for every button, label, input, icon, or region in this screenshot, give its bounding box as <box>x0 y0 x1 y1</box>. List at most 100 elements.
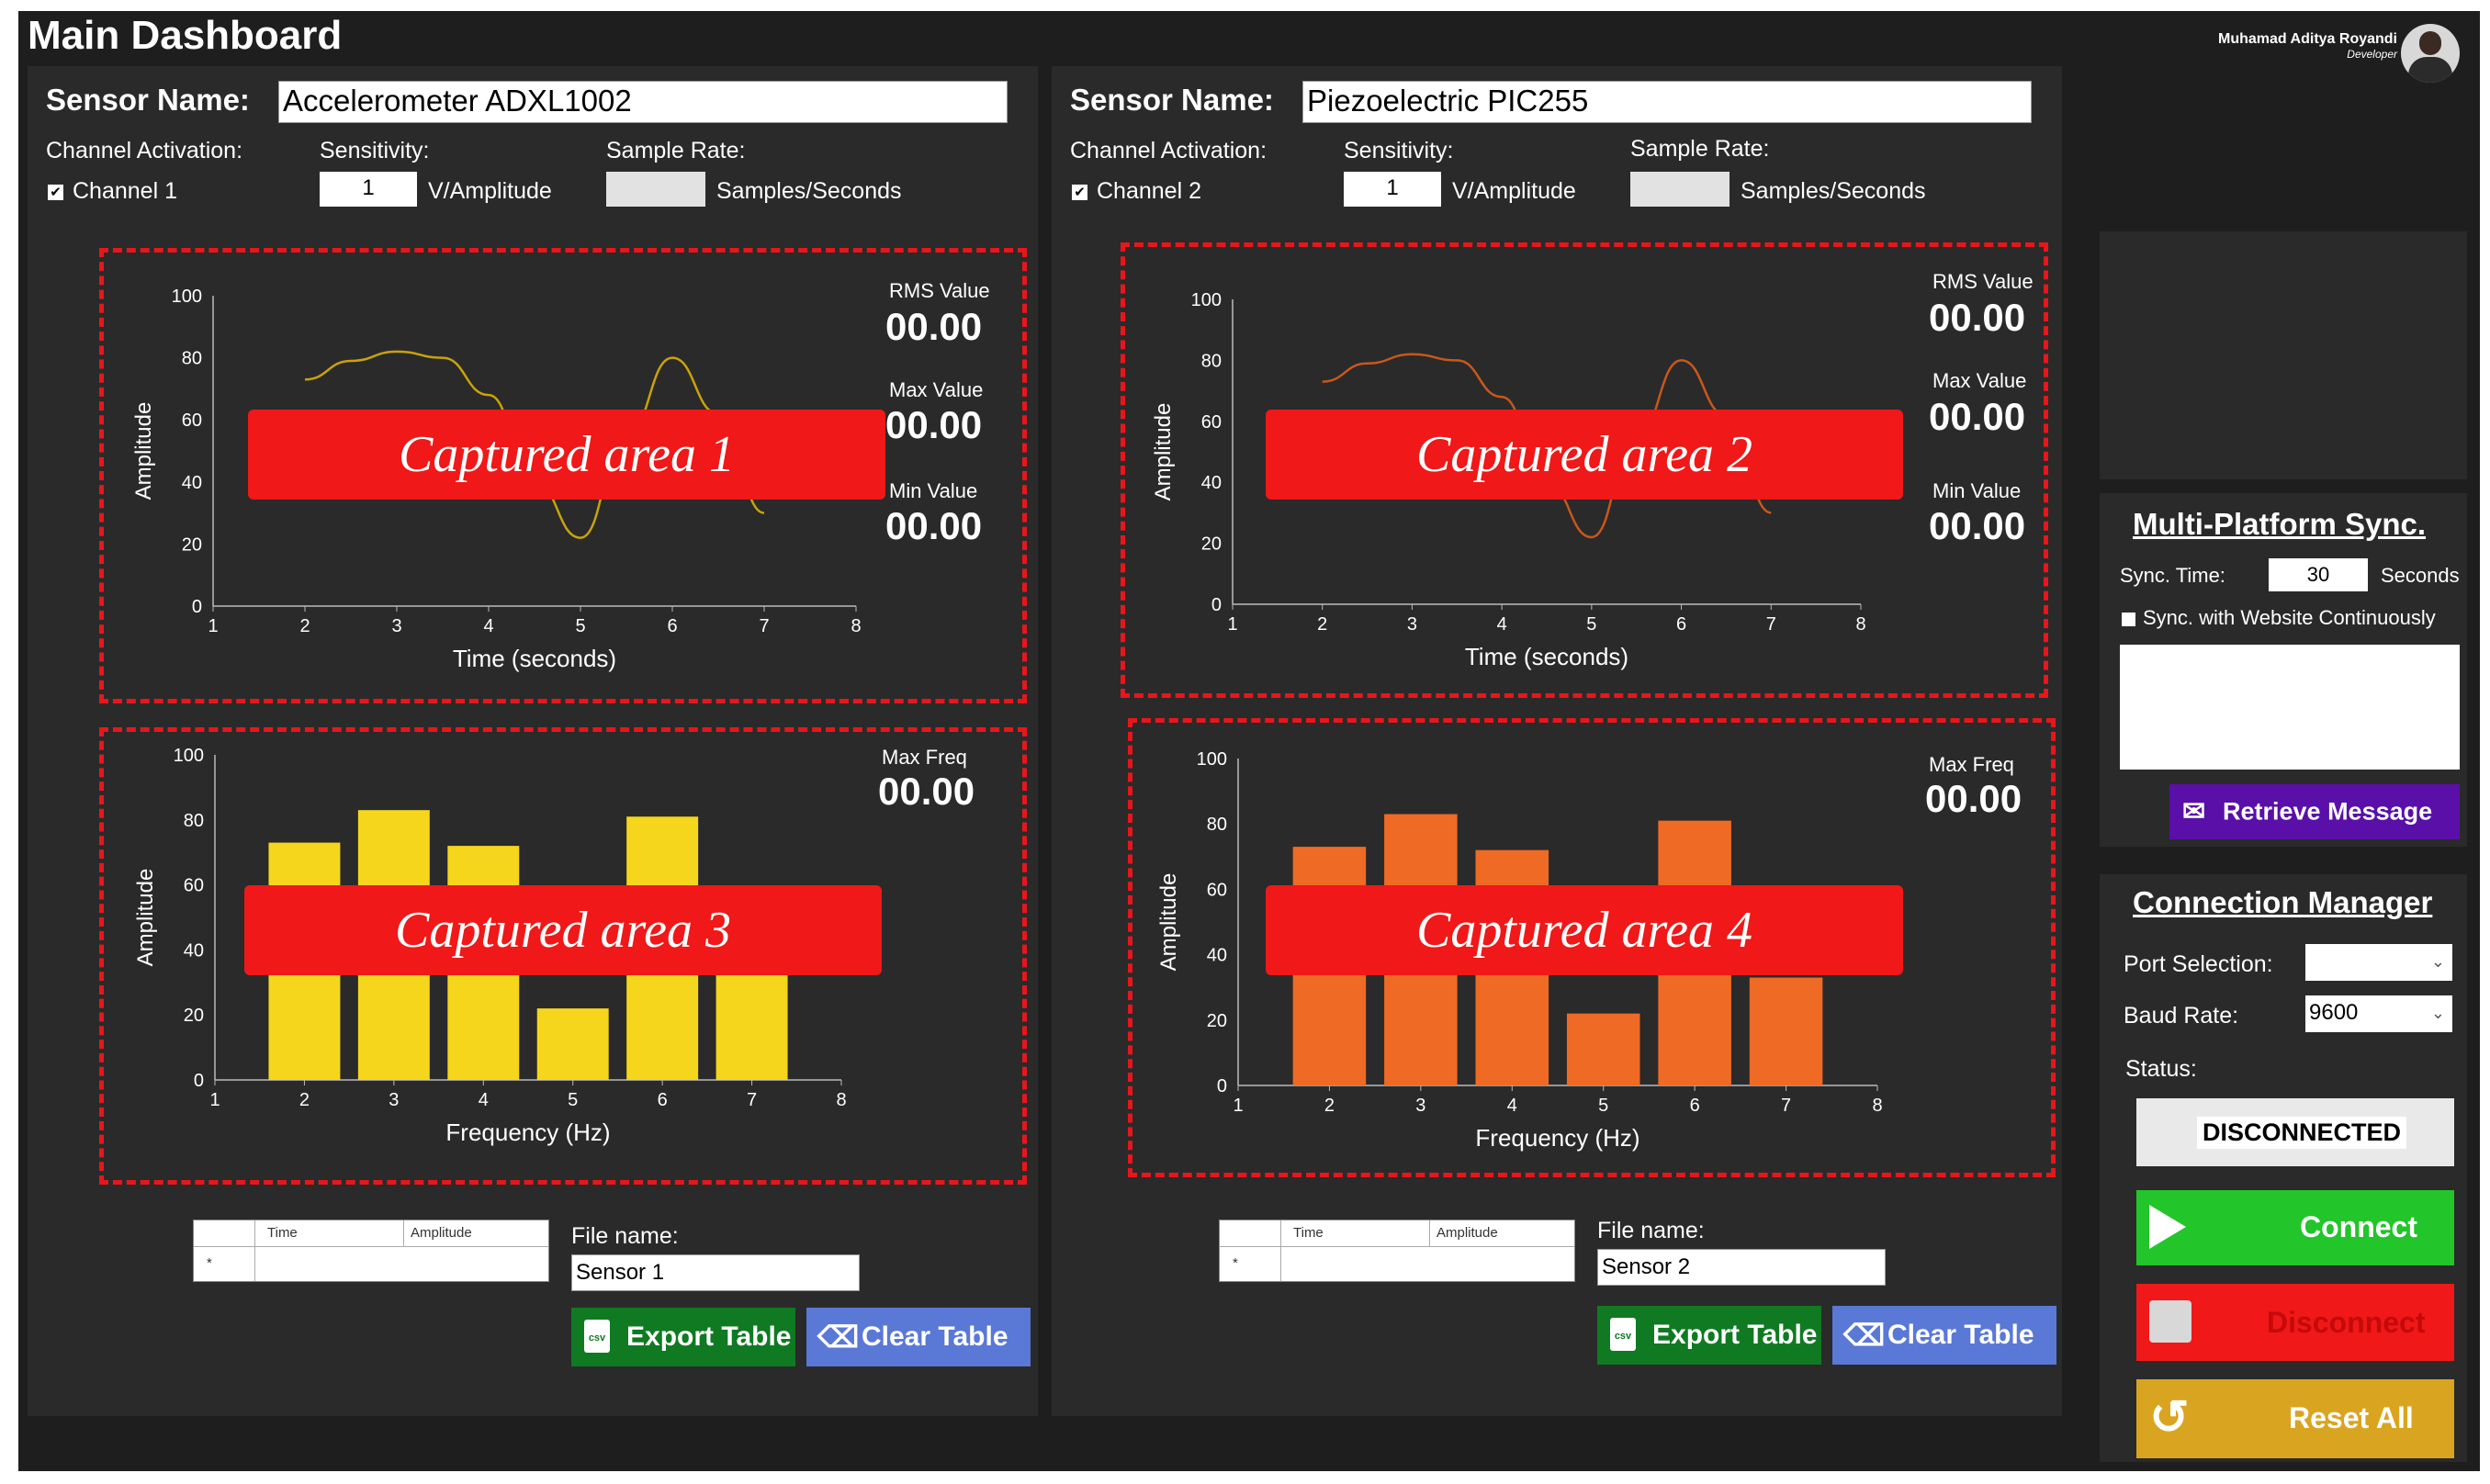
x-axis-label: Time (seconds) <box>1465 643 1628 670</box>
sensor-1-sample-rate-input[interactable] <box>606 172 705 207</box>
sensor-2-sensitivity-input[interactable]: 1 <box>1344 172 1441 207</box>
x-tick-label: 2 <box>299 616 310 636</box>
y-tick-label: 80 <box>1207 815 1227 835</box>
table-header-time: Time <box>1293 1225 1324 1241</box>
connect-label: Connect <box>2300 1210 2417 1243</box>
table-new-row-marker: * <box>207 1255 212 1271</box>
sensor-2-channel-checkbox[interactable]: ✔ Channel 2 <box>1072 178 1201 205</box>
x-tick-label: 7 <box>1781 1096 1791 1116</box>
min-label-1: Min Value <box>889 479 978 502</box>
y-tick-label: 40 <box>1207 946 1227 966</box>
x-tick-label: 3 <box>389 1090 399 1110</box>
sensor-2-name-label: Sensor Name: <box>1070 83 1274 117</box>
chevron-down-icon: ⌄ <box>2430 952 2445 971</box>
time-chart-2: 0 20 40 60 80 100 1 2 3 4 5 6 7 8 Time (seconds) Amplit… <box>1151 290 1866 670</box>
disconnect-label: Disconnect <box>2267 1306 2426 1339</box>
max-freq-value-1: 00.00 <box>878 770 975 813</box>
baud-rate-value: 9600 <box>2309 1000 2359 1025</box>
checkbox-unchecked-icon <box>2122 612 2135 626</box>
sensor-1-export-table-button[interactable]: csv Export Table <box>571 1308 795 1366</box>
table-new-row-marker: * <box>1233 1255 1238 1271</box>
max-value-2: 00.00 <box>1929 395 2026 438</box>
user-info: Muhamad Aditya Royandi Developer <box>2218 31 2397 61</box>
y-tick-label: 80 <box>184 811 204 831</box>
y-tick-label: 20 <box>1207 1011 1227 1031</box>
sensor-2-export-table-button[interactable]: csv Export Table <box>1597 1306 1821 1365</box>
x-tick-label: 5 <box>1586 614 1596 635</box>
sync-continuous-checkbox[interactable]: Sync. with Website Continuously <box>2122 606 2436 630</box>
sensor-2-data-table[interactable]: Time Amplitude * <box>1219 1220 1575 1282</box>
sensor-2-sensitivity-label: Sensitivity: <box>1344 138 1454 163</box>
y-tick-label: 60 <box>1201 412 1222 433</box>
bar <box>1566 1013 1640 1085</box>
table-header-amplitude: Amplitude <box>1437 1225 1498 1241</box>
bar <box>715 972 788 1080</box>
page-title: Main Dashboard <box>28 13 343 58</box>
x-tick-label: 1 <box>209 1090 220 1110</box>
x-tick-label: 7 <box>759 616 769 636</box>
bar <box>1749 977 1823 1085</box>
sensor-1-sensitivity-input[interactable]: 1 <box>320 172 417 207</box>
eraser-icon: ⌫ <box>1843 1319 1886 1352</box>
x-tick-label: 2 <box>1317 614 1327 635</box>
sensor-2-name-input[interactable]: Piezoelectric PIC255 <box>1302 81 2032 123</box>
port-selection-label: Port Selection: <box>2124 951 2273 977</box>
reset-all-button[interactable]: ↺ Reset All <box>2136 1379 2454 1458</box>
max-freq-label-2: Max Freq <box>1929 753 2014 776</box>
y-tick-label: 20 <box>184 1006 204 1026</box>
connect-button[interactable]: Connect <box>2136 1190 2454 1265</box>
sensor-2-clear-table-button[interactable]: ⌫ Clear Table <box>1832 1306 2056 1365</box>
sync-time-input[interactable]: 30 <box>2269 558 2368 591</box>
captured-area-4-banner: Captured area 4 <box>1266 885 1903 975</box>
table-header-amplitude: Amplitude <box>411 1225 472 1241</box>
sensor-1-data-table[interactable]: Time Amplitude * <box>193 1220 549 1282</box>
reset-all-label: Reset All <box>2289 1401 2414 1434</box>
x-tick-label: 8 <box>1855 614 1865 635</box>
x-tick-label: 5 <box>568 1090 578 1110</box>
baud-rate-dropdown[interactable]: 9600 ⌄ <box>2305 995 2452 1032</box>
x-axis-label: Frequency (Hz) <box>445 1119 610 1146</box>
main-window: Main Dashboard Muhamad Aditya Royandi De… <box>18 11 2480 1471</box>
sensor-1-clear-table-button[interactable]: ⌫ Clear Table <box>806 1308 1031 1366</box>
sensor-2-file-name-label: File name: <box>1597 1218 1705 1243</box>
x-tick-label: 7 <box>747 1090 757 1110</box>
retrieve-message-label: Retrieve Message <box>2223 797 2433 826</box>
x-tick-label: 3 <box>1407 614 1417 635</box>
bar <box>536 1008 609 1080</box>
sensor-2-sample-rate-input[interactable] <box>1630 172 1729 207</box>
y-tick-label: 0 <box>1217 1076 1227 1096</box>
sensor-1-channel-label: Channel 1 <box>73 178 177 204</box>
rms-label-1: RMS Value <box>889 279 990 302</box>
export-table-label: Export Table <box>1652 1320 1818 1350</box>
sensor-1-name-input[interactable]: Accelerometer ADXL1002 <box>278 81 1008 123</box>
status-box: DISCONNECTED <box>2136 1098 2454 1166</box>
y-tick-label: 0 <box>194 1071 204 1091</box>
sensor-2-file-name-input[interactable]: Sensor 2 <box>1597 1249 1886 1286</box>
x-tick-label: 7 <box>1766 614 1776 635</box>
sync-continuous-label: Sync. with Website Continuously <box>2143 606 2436 629</box>
x-tick-label: 1 <box>1227 614 1237 635</box>
user-name: Muhamad Aditya Royandi <box>2218 31 2397 47</box>
sync-message-box[interactable] <box>2120 645 2460 770</box>
capture-region-1 <box>99 248 1027 703</box>
y-tick-label: 100 <box>172 287 202 307</box>
time-chart-1: 0 20 40 60 80 100 1 2 3 4 5 6 7 8 Time (seconds) Amplit… <box>131 287 862 672</box>
capture-region-4 <box>1128 718 2056 1177</box>
y-tick-label: 40 <box>1201 473 1222 493</box>
sensor-1-file-name-input[interactable]: Sensor 1 <box>571 1254 860 1291</box>
sensor-1-channel-checkbox[interactable]: ✔ Channel 1 <box>48 178 177 205</box>
disconnect-button[interactable]: Disconnect <box>2136 1284 2454 1361</box>
avatar <box>2401 24 2460 83</box>
sync-time-unit: Seconds <box>2381 564 2460 587</box>
retrieve-message-button[interactable]: ✉ Retrieve Message <box>2169 784 2460 839</box>
series-line <box>304 350 765 539</box>
sync-time-label: Sync. Time: <box>2120 564 2225 587</box>
x-tick-label: 6 <box>1676 614 1686 635</box>
y-axis-label: Amplitude <box>133 869 158 967</box>
port-selection-dropdown[interactable]: ⌄ <box>2305 944 2452 981</box>
baud-rate-label: Baud Rate: <box>2124 1003 2239 1029</box>
min-label-2: Min Value <box>1932 479 2022 502</box>
y-tick-label: 0 <box>192 597 202 617</box>
x-tick-label: 1 <box>208 616 218 636</box>
sensor-1-sensitivity-unit: V/Amplitude <box>428 178 552 204</box>
